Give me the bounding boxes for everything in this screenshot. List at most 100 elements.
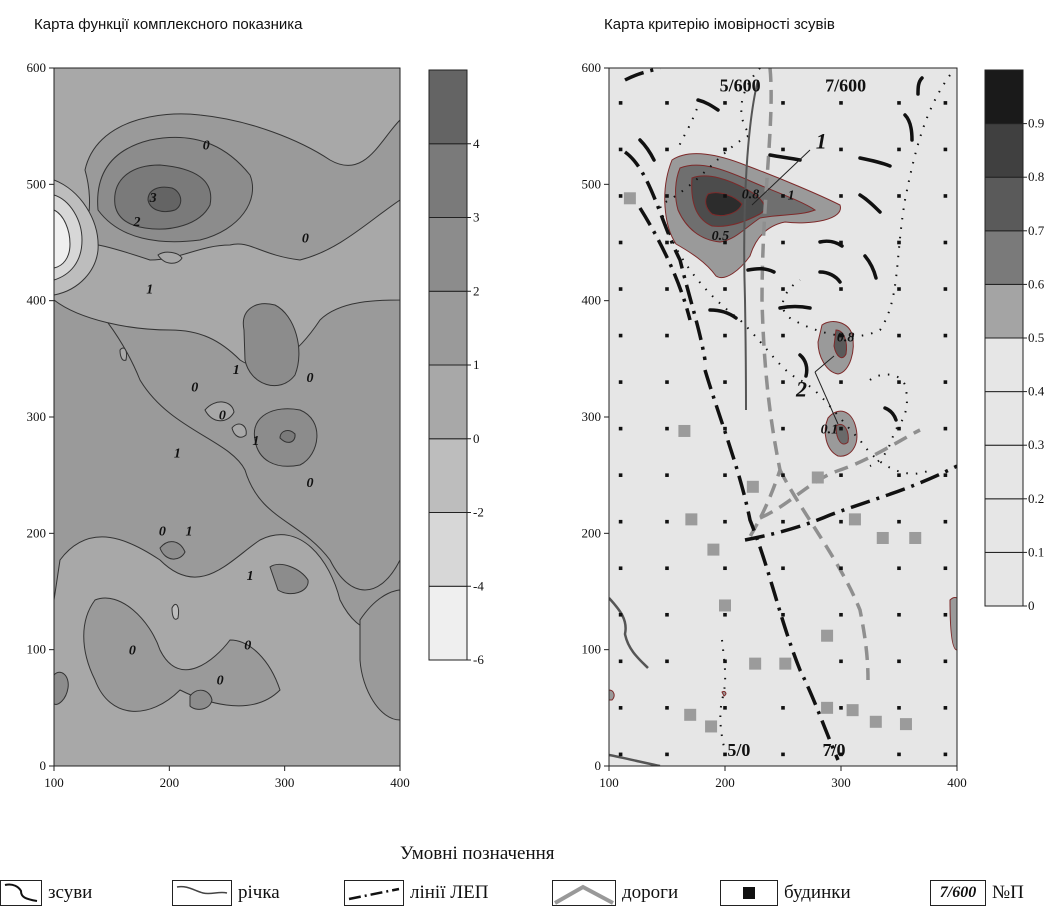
right-chart: 0.8 0.5 1 0.8 0.1 5/600 7/600 5/0 7/0 1 2 100 200 3… xyxy=(582,60,1045,790)
left-fill-region xyxy=(157,251,183,264)
grid-point xyxy=(897,240,901,245)
annotation-leader xyxy=(814,355,835,373)
house-marker xyxy=(846,704,859,717)
left-y-tick-label: 400 xyxy=(27,293,47,308)
house-marker xyxy=(705,720,718,733)
house-swatch-icon xyxy=(720,880,778,906)
grid-point xyxy=(943,147,948,152)
grid-point xyxy=(943,380,948,384)
left-contour-label: 3 xyxy=(149,191,157,206)
left-y-tick-label: 0 xyxy=(40,758,47,773)
legend-label: будинки xyxy=(784,882,851,903)
left-x-tick-label: 400 xyxy=(390,775,410,790)
grid-point xyxy=(618,612,623,617)
left-colorbar-label: 0 xyxy=(473,431,480,446)
left-contour-label: 1 xyxy=(146,283,153,298)
right-y-tick-label: 400 xyxy=(582,293,602,308)
house-marker xyxy=(684,708,697,721)
grid-point xyxy=(943,333,948,338)
left-y-tick-label: 500 xyxy=(27,176,47,191)
legend-label: лінії ЛЕП xyxy=(410,882,489,903)
grid-point xyxy=(839,426,843,431)
left-colorbar-cell xyxy=(428,512,468,587)
left-fill-region xyxy=(147,186,182,213)
grid-point xyxy=(665,287,669,291)
grid-point xyxy=(839,519,843,524)
left-chart-title: Карта функції комплексного показника xyxy=(34,16,303,33)
grid-point xyxy=(781,380,785,384)
right-contour-label: 0.1 xyxy=(821,422,839,437)
grid-point xyxy=(781,287,785,291)
grid-point xyxy=(665,473,669,477)
right-contour-label: 0.8 xyxy=(742,187,760,202)
grid-point xyxy=(618,287,623,291)
left-contour-label: 0 xyxy=(307,371,314,386)
right-x-tick-label: 300 xyxy=(831,775,851,790)
right-colorbar-cell xyxy=(984,123,1024,178)
left-fill-region xyxy=(269,563,309,595)
left-colorbar-cell xyxy=(428,364,468,440)
annotation-leader xyxy=(751,149,811,206)
river-swatch-icon xyxy=(172,880,232,906)
left-colorbar-label: 3 xyxy=(473,210,480,225)
legend-title: Умовні позначення xyxy=(400,843,555,864)
grid-point xyxy=(897,473,901,477)
left-contour-label: 0 xyxy=(159,525,166,540)
grid-point xyxy=(781,473,785,477)
landslide-id-label: 1 xyxy=(816,129,827,154)
left-colorbar-cell xyxy=(428,69,468,145)
house-marker xyxy=(749,657,762,670)
grid-point xyxy=(723,147,727,152)
grid-point xyxy=(943,426,948,431)
grid-point xyxy=(665,147,669,152)
grid-point xyxy=(943,659,948,664)
grid-point xyxy=(723,101,727,105)
left-x-tick-label: 100 xyxy=(44,775,64,790)
road xyxy=(778,469,870,681)
left-colorbar-cell xyxy=(428,438,468,513)
house-marker xyxy=(746,480,759,493)
grid-point xyxy=(723,426,727,431)
left-colorbar-label: 2 xyxy=(473,283,480,298)
grid-point xyxy=(839,659,843,664)
right-fill-region xyxy=(835,424,849,445)
grid-point xyxy=(665,426,669,431)
left-y-tick-label: 600 xyxy=(27,60,47,75)
grid-point xyxy=(897,333,901,338)
left-contour-label: 2 xyxy=(133,215,141,230)
right-colorbar-cell xyxy=(984,230,1024,285)
left-colorbar-label: 4 xyxy=(473,136,480,151)
left-contour-fill xyxy=(54,68,400,766)
right-contour-fill xyxy=(609,68,957,766)
left-contour-label: 1 xyxy=(185,525,192,540)
left-fill-region xyxy=(54,209,71,269)
grid-point xyxy=(897,147,901,152)
grid-point xyxy=(781,240,785,245)
left-contour-label: 0 xyxy=(191,380,198,395)
power-line-swatch-icon xyxy=(344,880,404,906)
grid-point xyxy=(839,612,843,617)
right-fill-region xyxy=(721,691,727,697)
grid-dots xyxy=(618,101,948,757)
annotation-leader xyxy=(814,371,839,425)
grid-point xyxy=(618,194,623,198)
left-x-tick-label: 300 xyxy=(275,775,295,790)
grid-point xyxy=(665,194,669,198)
left-fill-region xyxy=(204,401,235,422)
grid-point xyxy=(943,612,948,617)
grid-point xyxy=(723,240,727,245)
left-fill-region xyxy=(242,303,300,387)
right-colorbar-cell xyxy=(984,551,1024,607)
grid-point xyxy=(665,659,669,664)
grid-point xyxy=(781,426,785,431)
right-colorbar-label: 0.7 xyxy=(1028,223,1045,238)
houses xyxy=(623,192,922,733)
house-marker xyxy=(623,192,636,205)
grid-point xyxy=(897,194,901,198)
left-y-tick-label: 100 xyxy=(27,642,47,657)
left-contour-label: 0 xyxy=(217,674,224,689)
left-colorbar: -6 -4 -2 0 1 2 3 4 xyxy=(428,69,484,667)
right-y-tick-label: 100 xyxy=(582,642,602,657)
